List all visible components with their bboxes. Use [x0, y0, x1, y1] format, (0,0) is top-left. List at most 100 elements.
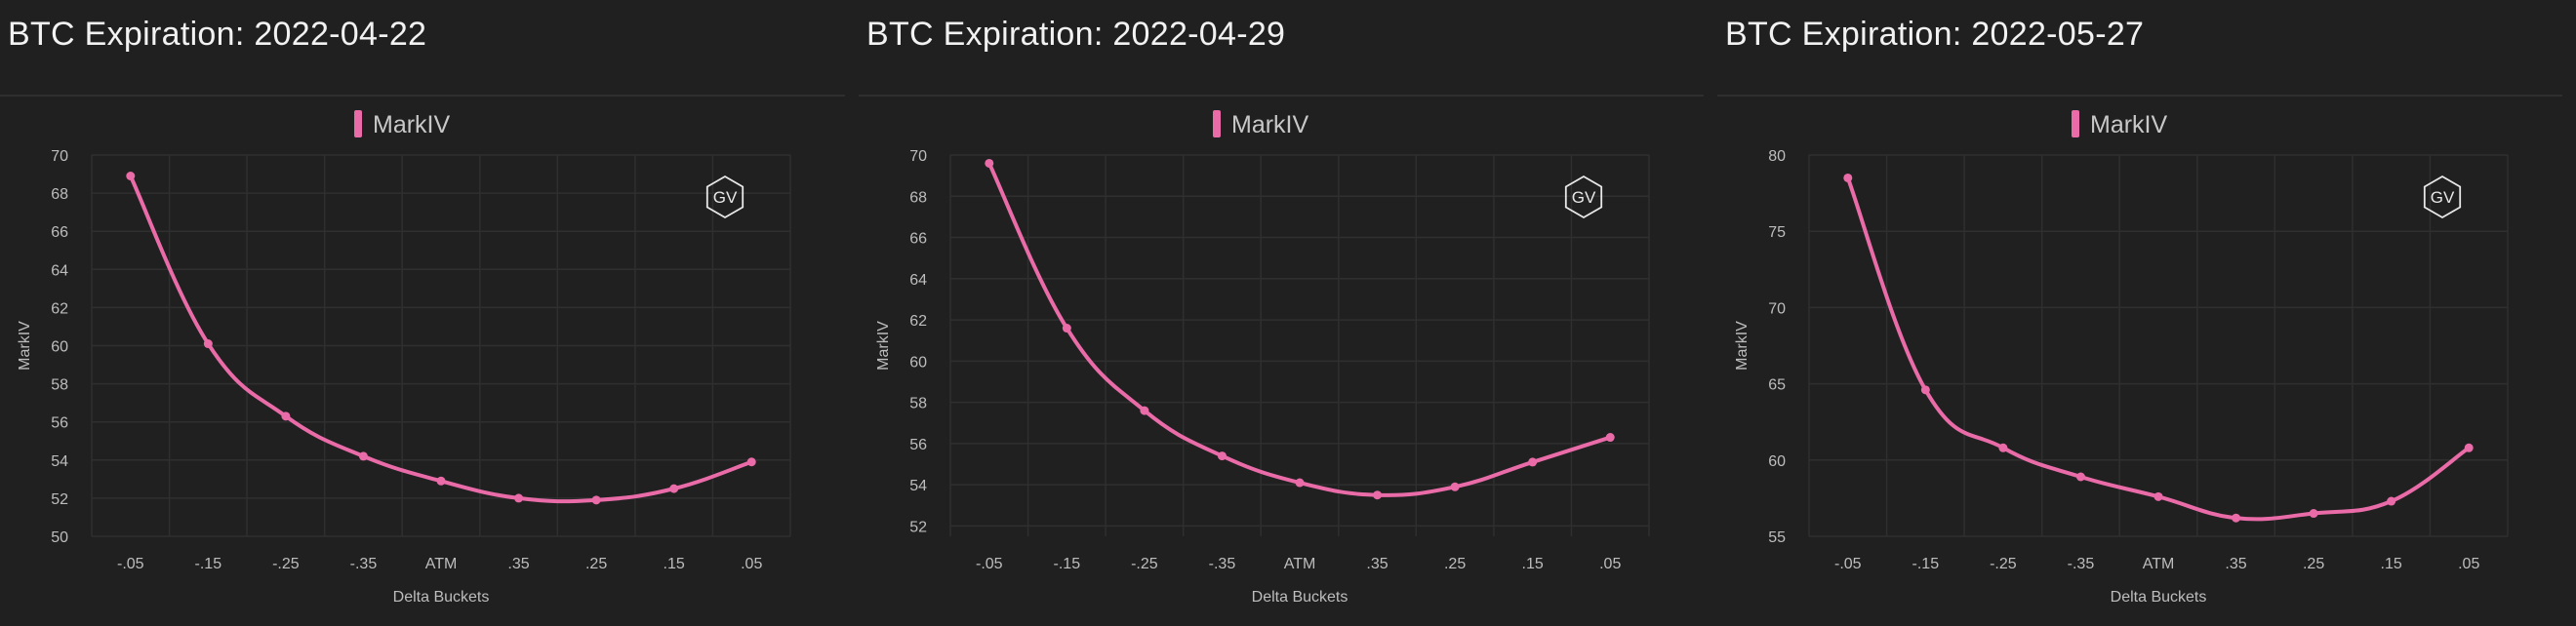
- series-line: [986, 161, 1613, 497]
- data-point: [1843, 173, 1853, 182]
- legend-swatch: [1213, 110, 1221, 137]
- y-axis-title: MarkIV: [17, 321, 33, 371]
- data-point: [985, 158, 994, 168]
- data-point: [1295, 478, 1305, 488]
- y-tick-label: 70: [51, 148, 68, 165]
- y-axis-title: MarkIV: [875, 321, 892, 371]
- legend-swatch: [2072, 110, 2079, 137]
- data-point: [126, 172, 136, 181]
- y-tick-label: 56: [51, 415, 68, 432]
- data-point: [1528, 457, 1538, 467]
- y-tick-label: 70: [909, 148, 927, 165]
- gv-hexagon: [705, 175, 745, 219]
- y-tick-label: 55: [1768, 529, 1786, 546]
- gv-logo-text: GV: [713, 188, 738, 207]
- chart-panel-1: BTC Expiration: 2022-04-22 50 52 54 56 58 60 6…: [0, 0, 859, 626]
- data-point: [2387, 496, 2396, 506]
- y-tick-label: 58: [51, 377, 68, 394]
- iv-chart-2: 52 54 56 58 60 62 64 66 68 70 -.05 -.15 -.25 -.35 ATM.…: [875, 110, 1650, 606]
- x-axis-title: Delta Buckets: [393, 589, 490, 606]
- legend-label: MarkIV: [1231, 111, 1309, 138]
- gv-hexagon: [2423, 175, 2462, 219]
- x-tick-label: -.15: [195, 556, 222, 572]
- data-point: [2309, 509, 2318, 519]
- data-point: [2075, 472, 2085, 482]
- panel-divider: [859, 95, 1704, 97]
- data-point: [1998, 443, 2008, 452]
- y-tick-label: 75: [1768, 224, 1786, 241]
- y-tick-label: 68: [909, 189, 927, 206]
- y-tick-label: 80: [1768, 148, 1786, 165]
- chart-panel-3: BTC Expiration: 2022-05-27 55 60 65 70 75 80 -…: [1717, 0, 2576, 626]
- legend-swatch: [354, 110, 362, 137]
- data-point: [281, 411, 291, 421]
- data-point: [1605, 433, 1615, 443]
- y-tick-label: 60: [909, 354, 927, 371]
- x-tick-label: .05: [741, 556, 762, 572]
- legend-label: MarkIV: [373, 111, 451, 138]
- panel-title: BTC Expiration: 2022-04-22: [8, 16, 427, 53]
- series-line: [128, 174, 754, 504]
- x-tick-label: -.15: [1054, 556, 1081, 572]
- x-tick-label: .15: [1522, 556, 1544, 572]
- gv-logo-icon: GV: [2423, 175, 2462, 219]
- data-point: [669, 484, 679, 493]
- data-point: [2464, 443, 2474, 452]
- panel-divider: [0, 95, 845, 97]
- gv-logo-icon: GV: [1564, 175, 1603, 219]
- x-tick-label: .15: [664, 556, 685, 572]
- x-tick-label: .25: [2303, 556, 2324, 572]
- x-tick-label: -.05: [976, 556, 1003, 572]
- x-tick-label: .35: [2225, 556, 2246, 572]
- x-tick-label: -.35: [1209, 556, 1236, 572]
- gv-logo-text: GV: [1572, 188, 1596, 207]
- x-tick-label: ATM: [425, 556, 458, 572]
- data-point: [358, 451, 368, 461]
- y-tick-label: 60: [51, 339, 68, 356]
- data-point: [1217, 451, 1227, 461]
- y-tick-label: 56: [909, 437, 927, 453]
- data-point: [203, 339, 213, 349]
- x-tick-label: ATM: [1284, 556, 1316, 572]
- data-point: [1373, 490, 1383, 500]
- y-tick-label: 62: [51, 300, 68, 317]
- panel-title: BTC Expiration: 2022-04-29: [866, 16, 1286, 53]
- series-line: [1845, 176, 2472, 522]
- x-tick-label: .35: [507, 556, 529, 572]
- y-tick-label: 54: [51, 453, 68, 470]
- data-point: [1920, 385, 1930, 395]
- x-tick-label: -.05: [1834, 556, 1862, 572]
- y-tick-label: 54: [909, 478, 927, 494]
- panel-divider: [1717, 95, 2562, 97]
- data-point: [1062, 324, 1071, 333]
- x-axis-title: Delta Buckets: [2111, 589, 2207, 606]
- data-point: [2153, 491, 2163, 501]
- gv-hexagon: [1564, 175, 1603, 219]
- x-tick-label: .05: [1599, 556, 1621, 572]
- legend: MarkIV: [354, 110, 451, 138]
- data-point: [591, 495, 601, 505]
- y-tick-label: 68: [51, 186, 68, 203]
- data-point: [2232, 513, 2241, 523]
- x-tick-label: .35: [1366, 556, 1388, 572]
- x-tick-label: -.25: [1990, 556, 2017, 572]
- y-axis-title: MarkIV: [1734, 321, 1751, 371]
- x-tick-label: -.35: [350, 556, 378, 572]
- y-tick-label: 62: [909, 313, 927, 330]
- y-tick-label: 65: [1768, 377, 1786, 394]
- legend: MarkIV: [1213, 110, 1309, 138]
- x-tick-label: -.25: [1131, 556, 1158, 572]
- data-point: [514, 493, 524, 503]
- y-tick-label: 64: [909, 272, 927, 289]
- x-tick-label: -.25: [272, 556, 300, 572]
- y-tick-label: 52: [51, 491, 68, 508]
- gv-logo-icon: GV: [705, 175, 745, 219]
- iv-chart-1: 50 52 54 56 58 60 62 64 66 68 70 -.05 -.15 -.25 -.35 AT…: [17, 110, 791, 606]
- x-tick-label: .05: [2458, 556, 2479, 572]
- y-tick-label: 64: [51, 262, 68, 279]
- chart-panel-2: BTC Expiration: 2022-04-29 52 54 56 58 60 62 6…: [859, 0, 1717, 626]
- panel-title: BTC Expiration: 2022-05-27: [1725, 16, 2145, 53]
- data-point: [746, 457, 756, 467]
- gv-logo-text: GV: [2431, 188, 2455, 207]
